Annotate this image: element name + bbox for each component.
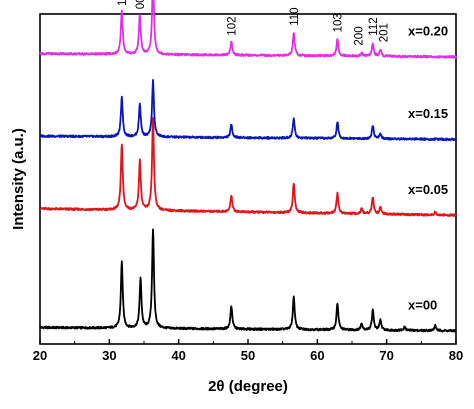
x-axis-title: 2θ (degree)	[208, 378, 288, 395]
series-label-3: x=0.15	[408, 106, 448, 121]
series-line-2	[39, 117, 457, 217]
y-axis-title: Intensity (a.u.)	[10, 128, 27, 230]
peak-label-100: 100	[117, 0, 129, 6]
series-label-4: x=0.20	[408, 23, 448, 38]
series-label-group: x=00 x=0.05 x=0.15 x=0.20	[408, 23, 448, 312]
series-group	[39, 0, 457, 333]
peak-label-110: 110	[289, 7, 301, 25]
series-label-2: x=0.05	[408, 182, 448, 197]
peak-label-102: 102	[226, 17, 238, 36]
x-tick-label-70: 70	[379, 348, 393, 363]
x-axis-ticks: 20 30 40 50 60 70 80	[33, 339, 463, 363]
series-label-1: x=00	[408, 297, 437, 312]
peak-label-group: 100002101102110103200112201	[117, 0, 391, 46]
x-tick-label-50: 50	[241, 348, 255, 363]
peak-label-103: 103	[332, 13, 344, 32]
x-tick-label-20: 20	[33, 348, 47, 363]
peak-label-200: 200	[354, 26, 366, 45]
x-tick-label-60: 60	[310, 348, 324, 363]
x-tick-label-80: 80	[449, 348, 463, 363]
peak-label-002: 002	[135, 0, 147, 9]
x-tick-label-40: 40	[171, 348, 185, 363]
x-tick-label-30: 30	[102, 348, 116, 363]
peak-label-201: 201	[378, 23, 390, 42]
plot-frame	[39, 13, 457, 345]
series-line-3	[39, 78, 457, 142]
series-line-1	[39, 228, 457, 333]
series-line-4	[39, 0, 457, 59]
peak-label-112: 112	[368, 17, 380, 35]
